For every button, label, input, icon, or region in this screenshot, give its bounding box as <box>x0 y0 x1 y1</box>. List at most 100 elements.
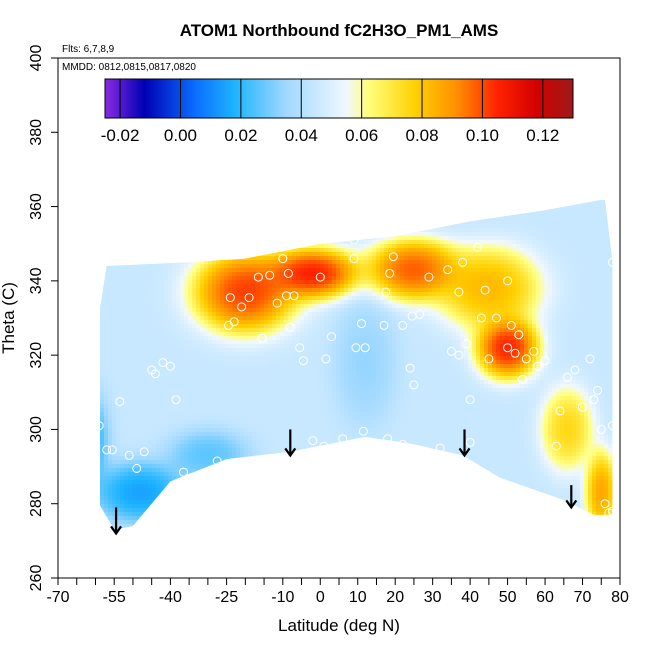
heatmap-cell <box>148 208 153 213</box>
heatmap-cell <box>260 336 265 341</box>
heatmap-cell <box>292 348 297 353</box>
heatmap-cell <box>132 296 137 301</box>
heatmap-cell <box>152 528 157 530</box>
heatmap-cell <box>232 240 237 245</box>
heatmap-cell <box>104 476 109 481</box>
heatmap-cell <box>184 344 189 349</box>
heatmap-cell <box>316 516 321 521</box>
heatmap-cell <box>288 388 293 393</box>
heatmap-cell <box>108 228 113 233</box>
heatmap-cell <box>112 416 117 421</box>
heatmap-cell <box>172 376 177 381</box>
heatmap-cell <box>336 292 341 297</box>
heatmap-cell <box>176 344 181 349</box>
heatmap-cell <box>296 520 301 525</box>
heatmap-cell <box>328 280 333 285</box>
heatmap-cell <box>100 420 105 425</box>
heatmap-cell <box>160 320 165 325</box>
heatmap-cell <box>192 404 197 409</box>
heatmap-cell <box>160 276 165 281</box>
heatmap-cell <box>236 392 241 397</box>
heatmap-cell <box>136 456 141 461</box>
heatmap-cell <box>184 364 189 369</box>
heatmap-cell <box>112 400 117 405</box>
heatmap-cell <box>140 312 145 317</box>
heatmap-cell <box>172 344 177 349</box>
heatmap-cell <box>252 512 257 517</box>
heatmap-cell <box>256 296 261 301</box>
heatmap-cell <box>148 424 153 429</box>
heatmap-cell <box>176 440 181 445</box>
heatmap-cell <box>332 336 337 341</box>
heatmap-cell <box>308 456 313 461</box>
heatmap-cell <box>292 472 297 477</box>
heatmap-cell <box>212 264 217 269</box>
heatmap-cell <box>208 280 213 285</box>
heatmap-cell <box>188 420 193 425</box>
heatmap-cell <box>180 248 185 253</box>
heatmap-cell <box>164 244 169 249</box>
heatmap-cell <box>120 260 125 265</box>
heatmap-cell <box>120 484 125 489</box>
heatmap-cell <box>268 220 273 225</box>
heatmap-cell <box>228 416 233 421</box>
heatmap-cell <box>236 296 241 301</box>
heatmap-cell <box>292 248 297 253</box>
heatmap-cell <box>144 252 149 257</box>
heatmap-cell <box>208 368 213 373</box>
heatmap-cell <box>240 388 245 393</box>
heatmap-cell <box>164 328 169 333</box>
heatmap-cell <box>128 252 133 257</box>
heatmap-cell <box>224 268 229 273</box>
heatmap-cell <box>144 220 149 225</box>
heatmap-cell <box>224 424 229 429</box>
heatmap-cell <box>100 436 105 441</box>
heatmap-cell <box>176 416 181 421</box>
heatmap-cell <box>180 328 185 333</box>
heatmap-cell <box>212 268 217 273</box>
heatmap-cell <box>152 408 157 413</box>
heatmap-cell <box>152 380 157 385</box>
heatmap-cell <box>136 528 141 530</box>
heatmap-cell <box>268 288 273 293</box>
heatmap-cell <box>188 272 193 277</box>
heatmap-cell <box>280 204 285 209</box>
heatmap-cell <box>116 236 121 241</box>
heatmap-cell <box>308 296 313 301</box>
heatmap-cell <box>216 412 221 417</box>
heatmap-cell <box>200 408 205 413</box>
heatmap-cell <box>108 252 113 257</box>
heatmap-cell <box>332 356 337 361</box>
heatmap-cell <box>188 448 193 453</box>
heatmap-cell <box>312 484 317 489</box>
heatmap-cell <box>284 348 289 353</box>
heatmap-cell <box>320 404 325 409</box>
heatmap-cell <box>220 320 225 325</box>
heatmap-cell <box>184 220 189 225</box>
heatmap-cell <box>144 452 149 457</box>
heatmap-cell <box>328 480 333 485</box>
heatmap-cell <box>236 488 241 493</box>
heatmap-cell <box>104 284 109 289</box>
heatmap-cell <box>140 472 145 477</box>
heatmap-cell <box>180 500 185 505</box>
heatmap-cell <box>292 492 297 497</box>
heatmap-cell <box>116 216 121 221</box>
heatmap-cell <box>188 344 193 349</box>
heatmap-cell <box>236 232 241 237</box>
heatmap-cell <box>232 276 237 281</box>
heatmap-cell <box>228 244 233 249</box>
heatmap-cell <box>316 464 321 469</box>
heatmap-cell <box>120 500 125 505</box>
heatmap-cell <box>244 336 249 341</box>
heatmap-cell <box>152 256 157 261</box>
heatmap-cell <box>228 256 233 261</box>
heatmap-cell <box>280 428 285 433</box>
heatmap-cell <box>160 384 165 389</box>
heatmap-cell <box>252 428 257 433</box>
heatmap-cell <box>228 368 233 373</box>
heatmap-cell <box>272 364 277 369</box>
heatmap-cell <box>200 280 205 285</box>
heatmap-cell <box>268 508 273 513</box>
heatmap-cell <box>184 480 189 485</box>
